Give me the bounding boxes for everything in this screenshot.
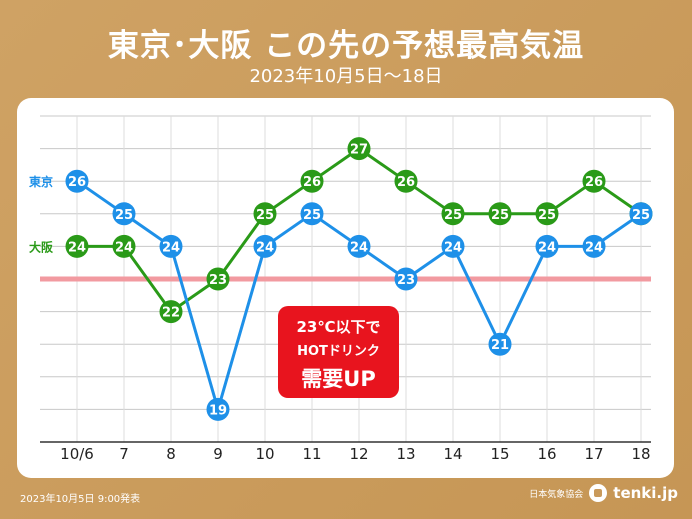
data-point [300,169,324,193]
data-label: 24 [256,240,274,255]
data-point [159,300,183,324]
site-name: tenki.jp [613,484,678,502]
x-tick-label: 15 [490,445,509,463]
data-point [206,397,230,421]
annotation-line1: 23℃以下で [296,318,380,336]
data-label: 25 [491,208,509,223]
data-label: 27 [350,143,368,158]
data-point [300,202,324,226]
data-point [394,169,418,193]
data-label: 26 [68,175,86,190]
data-point [112,202,136,226]
data-label: 24 [350,240,368,255]
data-label: 22 [162,306,180,321]
x-tick-label: 16 [537,445,556,463]
data-label: 26 [585,175,603,190]
chart-card: 10/6 7 8 9 10 11 12 13 14 15 16 17 18 24 24 22 23 25 26 27 2… [17,98,674,478]
data-label: 25 [632,208,650,223]
data-point [253,202,277,226]
x-tick-label: 14 [443,445,462,463]
tenki-logo-icon [589,484,608,502]
data-point [347,137,371,161]
data-point [535,234,559,258]
data-point [65,169,89,193]
data-label: 24 [162,240,180,255]
annotation-line2: HOTドリンク [297,344,380,359]
data-label: 26 [397,175,415,190]
data-point [629,202,653,226]
x-tick-label: 18 [631,445,650,463]
legend-label-osaka: 大阪 [29,239,54,254]
data-point [347,234,371,258]
data-label: 21 [491,338,509,353]
data-point [582,169,606,193]
data-point [441,202,465,226]
data-point [535,202,559,226]
data-label: 24 [585,240,603,255]
data-point [394,267,418,291]
footer-brand: 日本気象協会 tenki.jp [529,484,678,502]
x-tick-label: 10/6 [60,445,94,463]
x-tick-label: 9 [213,445,223,463]
x-tick-label: 7 [119,445,129,463]
data-label: 25 [444,208,462,223]
data-point [65,234,89,258]
data-label: 24 [68,240,86,255]
data-label: 23 [209,273,227,288]
data-point [488,202,512,226]
page-title: 東京･大阪 この先の予想最高気温 [107,28,585,64]
x-tick-label: 11 [302,445,321,463]
page-subtitle: 2023年10月5日〜18日 [249,66,443,87]
data-label: 25 [256,208,274,223]
data-label: 25 [538,208,556,223]
data-label: 24 [444,240,462,255]
line-chart: 10/6 7 8 9 10 11 12 13 14 15 16 17 18 24 24 22 23 25 26 27 2… [29,115,653,463]
data-label: 24 [538,240,556,255]
data-label: 25 [115,208,133,223]
x-tick-label: 13 [396,445,415,463]
data-point [112,234,136,258]
data-label: 24 [115,240,133,255]
issued-date: 2023年10月5日 9:00発表 [20,494,141,505]
x-tick-label: 10 [255,445,274,463]
legend-label-tokyo: 東京 [29,174,53,189]
data-point [159,234,183,258]
data-point [441,234,465,258]
data-label: 26 [303,175,321,190]
annotation-line3: 需要UP [301,367,375,391]
x-tick-label: 8 [166,445,176,463]
x-tick-label: 17 [584,445,603,463]
data-label: 19 [209,403,227,418]
data-point [488,332,512,356]
data-point [206,267,230,291]
data-point [582,234,606,258]
annotation-box [278,306,399,398]
data-point [253,234,277,258]
organization-name: 日本気象協会 [529,489,584,500]
data-label: 23 [397,273,415,288]
data-label: 25 [303,208,321,223]
x-tick-label: 12 [349,445,368,463]
